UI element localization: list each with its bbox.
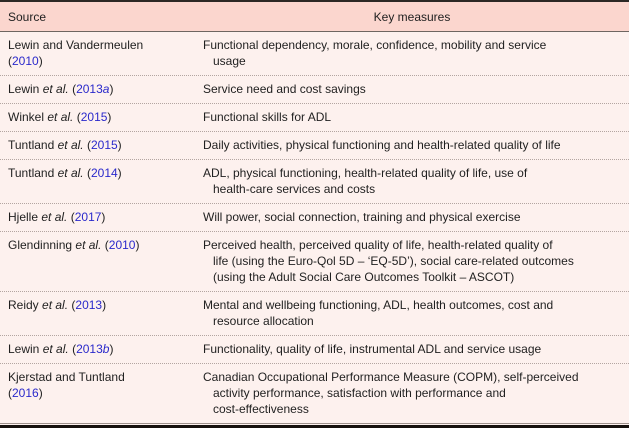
key-measures-cell: ADL, physical functioning, health-relate… bbox=[203, 166, 528, 196]
table-row: Tuntland et al. (2015) Daily activities,… bbox=[0, 132, 629, 160]
source-cell: Winkel et al. (2015) bbox=[8, 109, 203, 125]
paren-close: ) bbox=[102, 298, 107, 312]
table-row: Lewin et al. (2013a) Service need and co… bbox=[0, 76, 629, 104]
paren-close: ) bbox=[117, 166, 122, 180]
table-row: Glendinning et al. (2010) Perceived heal… bbox=[0, 232, 629, 292]
table-bottom-rule bbox=[0, 423, 629, 428]
et-al-label: et al. bbox=[41, 210, 68, 224]
paren-open: ( bbox=[72, 82, 77, 96]
key-measures-cell: Functional skills for ADL bbox=[203, 110, 332, 124]
et-al-label: et al. bbox=[47, 110, 74, 124]
citation-year-link[interactable]: 2010 bbox=[12, 54, 39, 68]
citation-year-link[interactable]: 2013 bbox=[76, 82, 103, 96]
paren-open: ( bbox=[76, 110, 81, 124]
table-row: Reidy et al. (2013) Mental and wellbeing… bbox=[0, 292, 629, 336]
citation-year-suffix[interactable]: a bbox=[102, 82, 110, 96]
author-text: Winkel bbox=[8, 110, 45, 124]
source-cell: Reidy et al. (2013) bbox=[8, 297, 203, 329]
author-text: Hjelle bbox=[8, 210, 39, 224]
paren-close: ) bbox=[38, 386, 43, 400]
citation-year-link[interactable]: 2013 bbox=[75, 298, 103, 312]
et-al-label: et al. bbox=[42, 82, 69, 96]
table-row: Kjerstad and Tuntland (2016) Canadian Occ… bbox=[0, 364, 629, 423]
paren-open: ( bbox=[72, 342, 77, 356]
et-al-label: et al. bbox=[57, 166, 84, 180]
table-row: Tuntland et al. (2014) ADL, physical fun… bbox=[0, 160, 629, 204]
paren-close: ) bbox=[109, 82, 114, 96]
author-text: Lewin and Vandermeulen bbox=[8, 38, 144, 52]
key-measures-cell: Canadian Occupational Performance Measur… bbox=[203, 370, 579, 416]
paren-open: ( bbox=[70, 210, 75, 224]
source-cell: Lewin et al. (2013a) bbox=[8, 81, 203, 97]
key-measures-cell: Functional dependency, morale, confidenc… bbox=[203, 38, 547, 68]
key-measures-cell: Service need and cost savings bbox=[203, 82, 366, 96]
citation-year-link[interactable]: 2016 bbox=[12, 386, 39, 400]
paren-open: ( bbox=[86, 166, 91, 180]
source-cell: Lewin and Vandermeulen (2010) bbox=[8, 37, 203, 69]
citation-year-link[interactable]: 2015 bbox=[80, 110, 108, 124]
source-cell: Tuntland et al. (2015) bbox=[8, 137, 203, 153]
source-cell: Lewin et al. (2013b) bbox=[8, 341, 203, 357]
paren-close: ) bbox=[107, 110, 112, 124]
author-text: Tuntland bbox=[8, 166, 55, 180]
paren-close: ) bbox=[135, 238, 140, 252]
citation-year-link[interactable]: 2014 bbox=[90, 166, 118, 180]
paren-close: ) bbox=[109, 342, 114, 356]
author-text: Lewin bbox=[8, 342, 40, 356]
source-cell: Glendinning et al. (2010) bbox=[8, 237, 203, 285]
table-body: Lewin and Vandermeulen (2010) Functional … bbox=[0, 32, 629, 423]
citation-year-suffix[interactable]: b bbox=[102, 342, 110, 356]
key-measures-cell: Perceived health, perceived quality of l… bbox=[203, 238, 574, 284]
table-header-row: Source Key measures bbox=[0, 2, 629, 32]
author-text: Glendinning bbox=[8, 238, 73, 252]
key-measures-cell: Functionality, quality of life, instrume… bbox=[203, 342, 542, 356]
source-cell: Kjerstad and Tuntland (2016) bbox=[8, 369, 203, 417]
key-measures-cell: Will power, social connection, training … bbox=[203, 210, 521, 224]
et-al-label: et al. bbox=[75, 238, 102, 252]
source-cell: Tuntland et al. (2014) bbox=[8, 165, 203, 197]
et-al-label: et al. bbox=[42, 342, 69, 356]
paren-close: ) bbox=[101, 210, 106, 224]
paren-close: ) bbox=[38, 54, 43, 68]
citation-year-link[interactable]: 2010 bbox=[108, 238, 136, 252]
citation-year-link[interactable]: 2015 bbox=[90, 138, 118, 152]
paren-open: ( bbox=[86, 138, 91, 152]
key-measures-cell: Daily activities, physical functioning a… bbox=[203, 138, 561, 152]
paren-open: ( bbox=[8, 386, 12, 400]
et-al-label: et al. bbox=[57, 138, 84, 152]
citation-year-link[interactable]: 2013 bbox=[76, 342, 103, 356]
column-header-key-measures: Key measures bbox=[373, 10, 451, 24]
citation-year-link[interactable]: 2017 bbox=[74, 210, 102, 224]
table-row: Lewin et al. (2013b) Functionality, qual… bbox=[0, 336, 629, 364]
table-row: Hjelle et al. (2017) Will power, social … bbox=[0, 204, 629, 232]
paren-open: ( bbox=[104, 238, 109, 252]
et-al-label: et al. bbox=[42, 298, 69, 312]
table-row: Lewin and Vandermeulen (2010) Functional … bbox=[0, 32, 629, 76]
paren-close: ) bbox=[117, 138, 122, 152]
paren-open: ( bbox=[71, 298, 76, 312]
author-text: Lewin bbox=[8, 82, 40, 96]
key-measures-cell: Mental and wellbeing functioning, ADL, h… bbox=[203, 298, 554, 328]
paren-open: ( bbox=[8, 54, 12, 68]
author-text: Kjerstad and Tuntland bbox=[8, 370, 125, 384]
column-header-source: Source bbox=[8, 10, 47, 24]
author-text: Tuntland bbox=[8, 138, 55, 152]
author-text: Reidy bbox=[8, 298, 39, 312]
source-cell: Hjelle et al. (2017) bbox=[8, 209, 203, 225]
table-row: Winkel et al. (2015) Functional skills f… bbox=[0, 104, 629, 132]
